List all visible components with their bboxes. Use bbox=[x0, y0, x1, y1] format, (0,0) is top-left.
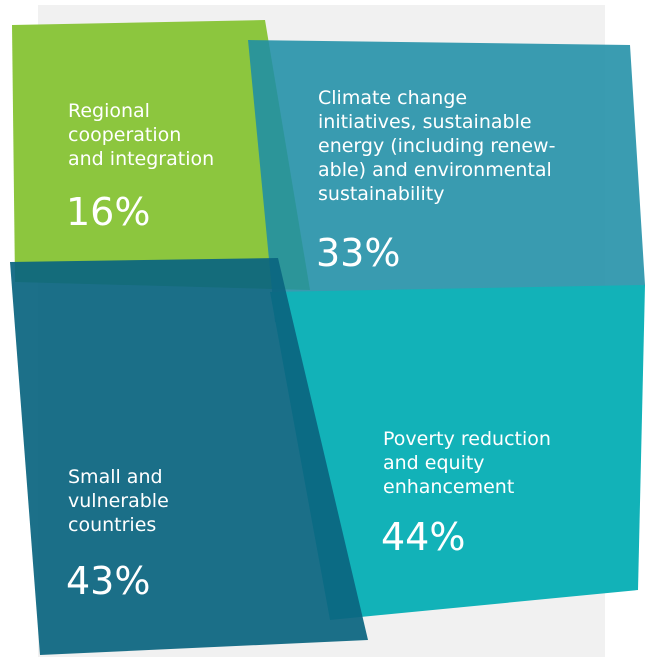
segment-label: energy (including renew- bbox=[318, 135, 555, 157]
segment-label: vulnerable bbox=[68, 490, 169, 512]
cyan-shape bbox=[270, 285, 645, 620]
dark-teal-shape bbox=[10, 258, 368, 655]
segment-label: Poverty reduction bbox=[383, 428, 551, 450]
segment-label: cooperation bbox=[68, 124, 181, 146]
segment-percent: 33% bbox=[316, 231, 400, 275]
segment-label: countries bbox=[68, 514, 156, 536]
segment-label: initiatives, sustainable bbox=[318, 111, 532, 133]
segment-label: and equity bbox=[383, 452, 485, 474]
segment-label: and integration bbox=[68, 148, 214, 170]
green-shape bbox=[12, 20, 310, 290]
segment-label: Small and bbox=[68, 466, 163, 488]
segment-label: able) and environmental bbox=[318, 159, 552, 181]
segment-label: Climate change bbox=[318, 87, 467, 109]
segment-percent: 43% bbox=[66, 559, 150, 603]
segment-percent: 44% bbox=[381, 515, 465, 559]
segment-label: enhancement bbox=[383, 476, 514, 498]
segment-label: Regional bbox=[68, 100, 150, 122]
blue-shape bbox=[248, 40, 645, 322]
segment-label: sustainability bbox=[318, 183, 445, 205]
segment-percent: 16% bbox=[66, 190, 150, 234]
